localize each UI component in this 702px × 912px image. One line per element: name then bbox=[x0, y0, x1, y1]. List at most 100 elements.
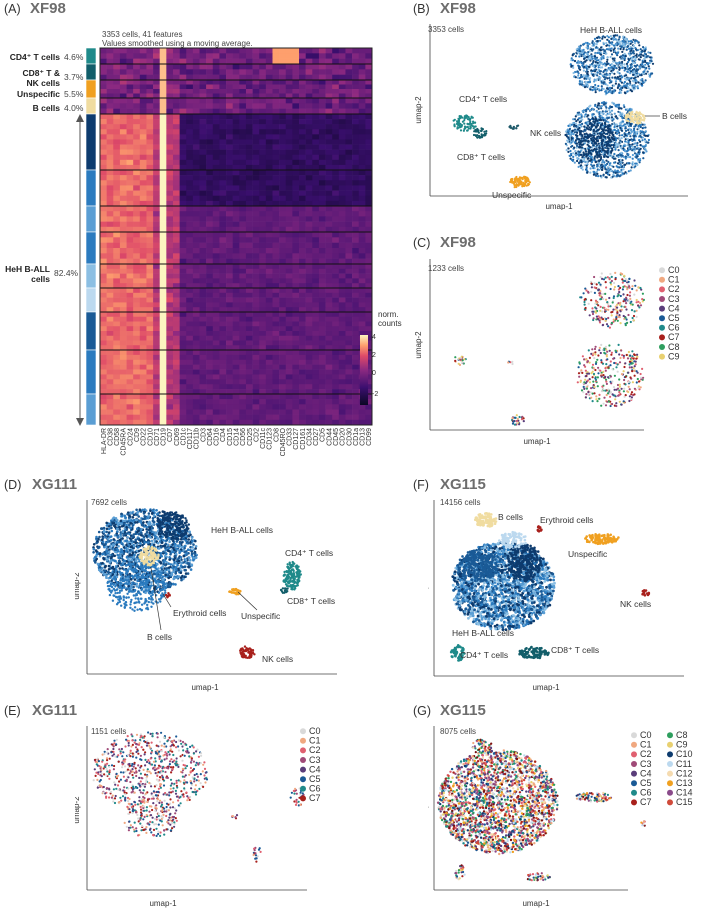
heatmap-cell bbox=[325, 384, 333, 390]
heatmap-cell bbox=[126, 195, 134, 202]
heatmap-cell bbox=[358, 307, 366, 313]
cell-point bbox=[644, 46, 647, 49]
heatmap-cell bbox=[159, 89, 167, 94]
cell-point bbox=[629, 72, 632, 75]
heatmap-cell bbox=[166, 273, 174, 279]
heatmap-cell bbox=[265, 326, 273, 332]
heatmap-cell bbox=[186, 379, 194, 385]
heatmap-cell bbox=[312, 331, 320, 337]
heatmap-cell bbox=[100, 114, 107, 120]
heatmap-cell bbox=[206, 316, 214, 322]
heatmap-cell bbox=[159, 273, 167, 279]
heatmap-cell bbox=[192, 129, 200, 135]
cell-point bbox=[604, 110, 607, 113]
cell-point bbox=[625, 62, 629, 65]
heatmap-cell bbox=[212, 180, 220, 186]
heatmap-cell bbox=[172, 389, 180, 395]
heatmap-cell bbox=[219, 354, 227, 361]
heatmap-cell bbox=[186, 297, 194, 303]
heatmap-cell bbox=[265, 331, 273, 337]
heatmap-cell bbox=[358, 80, 366, 85]
heatmap-cell bbox=[338, 321, 346, 327]
arrow-head-up bbox=[76, 114, 84, 122]
cell-point bbox=[625, 121, 629, 124]
heatmap-cell bbox=[325, 84, 333, 90]
heatmap-cell bbox=[106, 404, 114, 410]
heatmap-cell bbox=[285, 264, 293, 270]
cell-point bbox=[596, 51, 599, 54]
heatmap-cell bbox=[252, 64, 260, 70]
heatmap-cell bbox=[312, 297, 320, 303]
heatmap-cell bbox=[153, 64, 160, 70]
cell-point bbox=[582, 69, 585, 72]
heatmap-cell bbox=[232, 359, 240, 365]
heatmap-cell bbox=[159, 80, 167, 85]
heatmap-cell bbox=[192, 237, 200, 243]
heatmap-cell bbox=[133, 159, 141, 166]
group-bar-segment bbox=[85, 169, 97, 207]
heatmap-cell bbox=[318, 53, 326, 59]
heatmap-cell bbox=[166, 58, 174, 65]
heatmap-cell bbox=[153, 144, 160, 150]
heatmap-cell bbox=[212, 237, 220, 243]
heatmap-cell bbox=[312, 154, 320, 161]
heatmap-cell bbox=[219, 139, 227, 145]
heatmap-cell bbox=[139, 84, 147, 90]
cell-point bbox=[600, 46, 603, 49]
heatmap-cell bbox=[285, 180, 293, 186]
feature-label: CD3 bbox=[200, 428, 207, 442]
heatmap-cell bbox=[318, 379, 326, 385]
heatmap-cell bbox=[358, 119, 366, 125]
heatmap-cell bbox=[365, 195, 373, 202]
heatmap-cell bbox=[285, 170, 293, 176]
heatmap-cell bbox=[252, 190, 260, 197]
heatmap-cell bbox=[113, 307, 121, 313]
heatmap-cell bbox=[146, 316, 154, 322]
heatmap-cell bbox=[153, 359, 160, 365]
heatmap-cell bbox=[126, 185, 134, 191]
heatmap-cell bbox=[179, 175, 187, 181]
heatmap-cell bbox=[352, 69, 360, 75]
heatmap-cell bbox=[332, 159, 340, 166]
heatmap-cell bbox=[252, 84, 260, 90]
cell-point bbox=[630, 65, 634, 68]
heatmap-cell bbox=[113, 64, 121, 70]
heatmap-cell bbox=[206, 175, 214, 181]
heatmap-cell bbox=[338, 350, 346, 356]
heatmap-cell bbox=[153, 321, 160, 327]
heatmap-cell bbox=[299, 389, 306, 395]
heatmap-cell bbox=[133, 89, 141, 94]
heatmap-cell bbox=[139, 134, 147, 140]
heatmap-cell bbox=[100, 164, 107, 171]
heatmap-cell bbox=[100, 190, 107, 197]
heatmap-cell bbox=[252, 312, 260, 318]
cell-point bbox=[609, 64, 612, 67]
heatmap-cell bbox=[272, 414, 280, 421]
colorbar-title-2: counts bbox=[378, 319, 402, 328]
heatmap-cell bbox=[226, 129, 233, 135]
heatmap-cell bbox=[186, 48, 194, 54]
heatmap-cell bbox=[338, 159, 346, 166]
heatmap-cell bbox=[239, 139, 247, 145]
heatmap-cell bbox=[133, 144, 141, 150]
cell-point bbox=[583, 42, 586, 45]
heatmap-cell bbox=[272, 273, 280, 279]
heatmap-cell bbox=[172, 369, 180, 375]
heatmap-cell bbox=[159, 350, 167, 356]
heatmap-cell bbox=[332, 237, 340, 243]
heatmap-cell bbox=[318, 93, 326, 99]
heatmap-cell bbox=[279, 302, 287, 308]
heatmap-cell bbox=[192, 369, 200, 375]
cell-point bbox=[638, 44, 641, 47]
heatmap-cell bbox=[172, 316, 180, 322]
heatmap-cell bbox=[119, 258, 127, 265]
heatmap-cell bbox=[166, 335, 174, 341]
heatmap-cell bbox=[206, 226, 214, 233]
heatmap-cell bbox=[245, 331, 253, 337]
heatmap-cell bbox=[179, 98, 187, 104]
heatmap-cell bbox=[272, 129, 280, 135]
heatmap-cell bbox=[186, 268, 194, 274]
heatmap-cell bbox=[126, 253, 134, 259]
heatmap-cell bbox=[192, 84, 200, 90]
heatmap-cell bbox=[192, 64, 200, 70]
